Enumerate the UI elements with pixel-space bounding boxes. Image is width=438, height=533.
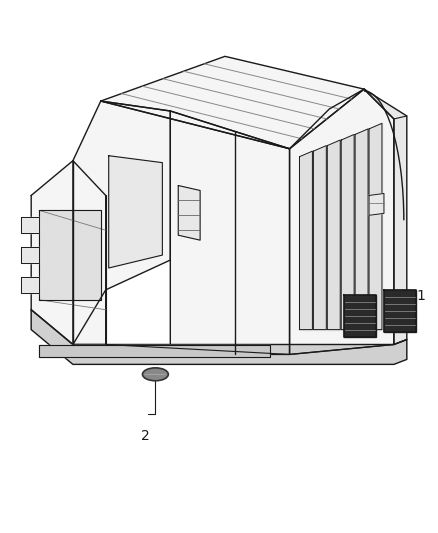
Text: 2: 2 xyxy=(141,429,150,443)
Polygon shape xyxy=(21,247,39,263)
Polygon shape xyxy=(290,89,394,354)
Polygon shape xyxy=(39,344,270,358)
Polygon shape xyxy=(364,89,407,344)
Polygon shape xyxy=(39,211,101,300)
Polygon shape xyxy=(344,295,376,336)
Polygon shape xyxy=(21,277,39,293)
Polygon shape xyxy=(21,217,39,233)
Polygon shape xyxy=(300,151,312,329)
Polygon shape xyxy=(31,160,106,344)
Polygon shape xyxy=(327,140,340,329)
Ellipse shape xyxy=(142,368,168,381)
Polygon shape xyxy=(384,290,416,332)
Text: 1: 1 xyxy=(417,289,426,303)
Polygon shape xyxy=(369,123,382,329)
Polygon shape xyxy=(31,310,407,365)
Polygon shape xyxy=(341,134,354,329)
Polygon shape xyxy=(178,185,200,240)
Polygon shape xyxy=(109,156,162,268)
Polygon shape xyxy=(101,56,364,149)
Polygon shape xyxy=(314,146,326,329)
Polygon shape xyxy=(170,111,290,354)
Polygon shape xyxy=(355,129,368,329)
Polygon shape xyxy=(73,101,170,344)
Polygon shape xyxy=(369,193,384,215)
